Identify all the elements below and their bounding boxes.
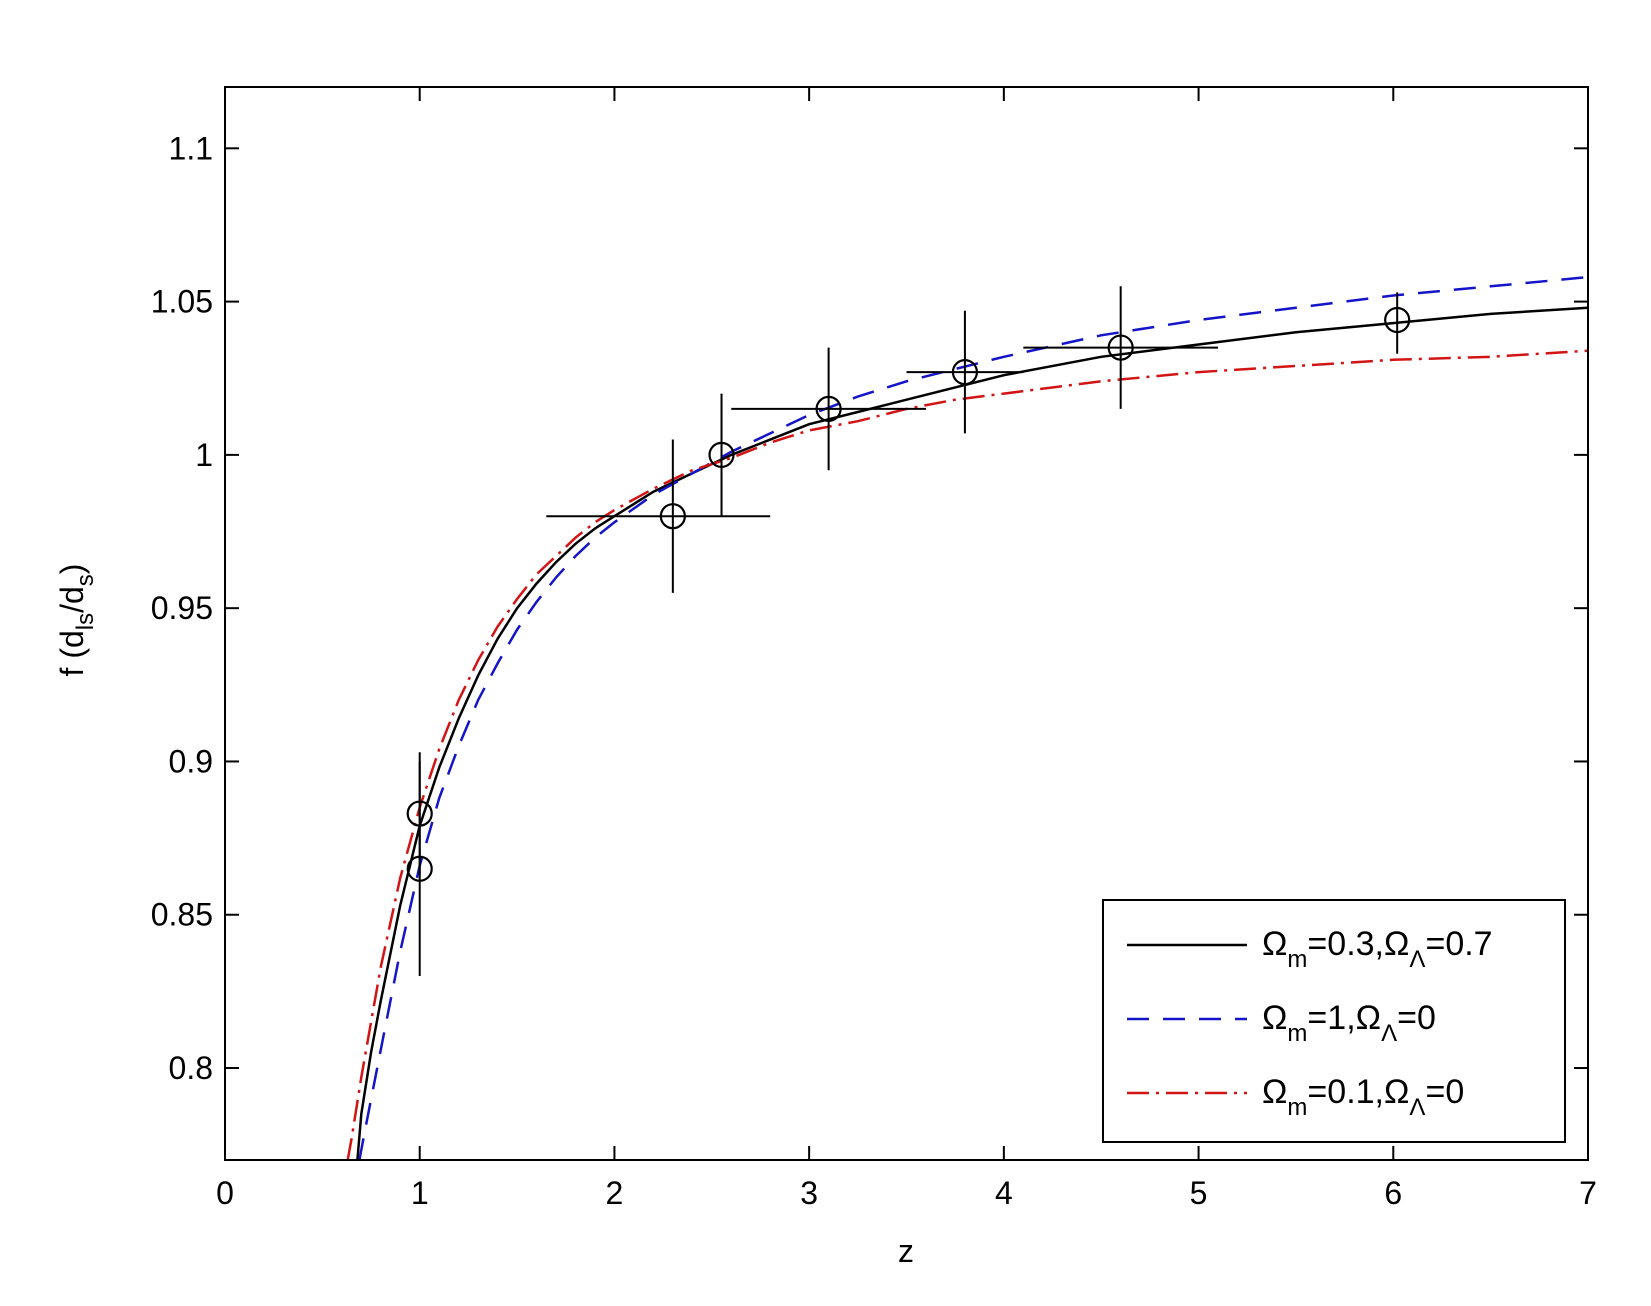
y-tick-label: 1 xyxy=(195,437,213,473)
x-tick-label: 5 xyxy=(1190,1175,1208,1211)
legend-entry-1-ol: 0.7 xyxy=(1445,925,1492,963)
legend-entry-3-om: 0.1 xyxy=(1327,1073,1374,1111)
legend-entry-2-ol: 0 xyxy=(1417,999,1436,1037)
y-tick-label: 0.85 xyxy=(151,897,213,933)
x-tick-label: 4 xyxy=(995,1175,1013,1211)
x-tick-label: 6 xyxy=(1384,1175,1402,1211)
legend-entry-2: Ωm=1,ΩΛ=0 xyxy=(1262,999,1436,1047)
svg-text:f (dls/ds): f (dls/ds) xyxy=(54,564,99,677)
series-line-2 xyxy=(358,275,1588,1160)
x-tick-label: 0 xyxy=(216,1175,234,1211)
data-point-marker xyxy=(406,855,433,882)
legend-entry-3-ol: 0 xyxy=(1445,1073,1464,1111)
x-axis-label: z xyxy=(898,1233,914,1269)
x-tick-label: 2 xyxy=(606,1175,624,1211)
y-axis-label-suffix: ) xyxy=(54,564,90,575)
legend-entry-1-om: 0.3 xyxy=(1327,925,1374,963)
legend-entry-2-om: 1 xyxy=(1327,999,1346,1037)
plot-frame xyxy=(224,86,1589,1161)
legend-box xyxy=(1102,899,1566,1143)
y-tick-label: 0.8 xyxy=(169,1050,213,1086)
data-points-layer xyxy=(406,286,1411,977)
y-axis-label: f (dls/ds) xyxy=(54,564,99,677)
y-axis-label-prefix: f (d xyxy=(54,630,90,676)
data-point-marker xyxy=(1107,334,1134,361)
y-tick-label: 1.05 xyxy=(151,284,213,320)
axes-layer: 0 1 2 3 4 5 6 7 0.8 0.85 0.9 0.95 1 1.05 1.1 xyxy=(151,86,1597,1211)
x-tick-label: 7 xyxy=(1579,1175,1597,1211)
y-tick-label: 0.95 xyxy=(151,590,213,626)
x-tick-label: 3 xyxy=(800,1175,818,1211)
data-point-marker xyxy=(951,359,979,386)
data-point-marker xyxy=(708,441,735,468)
legend-entry-3: Ωm=0.1,ΩΛ=0 xyxy=(1262,1073,1464,1121)
y-axis-label-sub1: ls xyxy=(72,613,99,630)
data-point-marker xyxy=(659,503,686,530)
y-tick-label: 1.1 xyxy=(169,130,213,166)
legend-entry-1: Ωm=0.3,ΩΛ=0.7 xyxy=(1262,925,1493,973)
y-axis-label-sub2: s xyxy=(72,574,99,586)
data-point-marker xyxy=(1384,306,1411,334)
y-axis-label-mid: /d xyxy=(54,586,90,613)
data-point-marker xyxy=(815,395,842,422)
x-tick-label: 1 xyxy=(411,1175,429,1211)
legend: Ωm=0.3,ΩΛ=0.7 Ωm=1,ΩΛ=0 Ωm=0.1,ΩΛ=0 xyxy=(1102,899,1566,1143)
y-tick-label: 0.9 xyxy=(169,743,213,779)
